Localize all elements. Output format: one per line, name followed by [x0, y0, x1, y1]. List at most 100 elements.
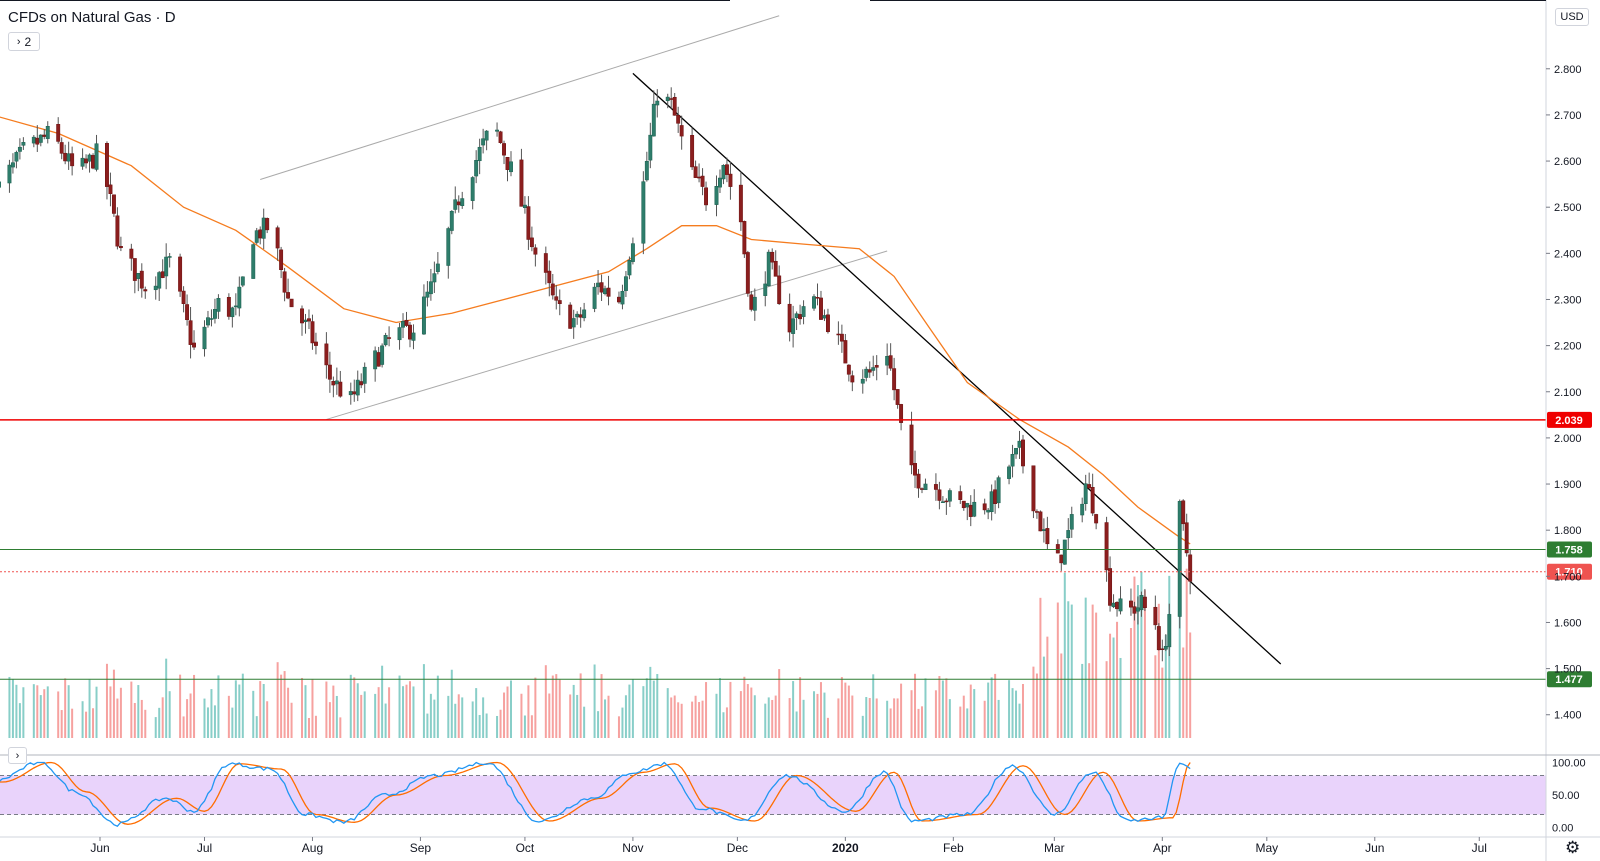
time-tick-label: Oct: [516, 841, 535, 855]
volume-bar: [290, 702, 293, 738]
volume-bar: [1018, 703, 1021, 738]
candle-body: [738, 184, 743, 223]
candle-body: [1118, 598, 1123, 612]
candle-body: [596, 282, 601, 288]
volume-bar: [140, 699, 143, 738]
candle-body: [1034, 511, 1039, 513]
candle-body: [251, 244, 256, 279]
volume-bar: [530, 715, 533, 738]
candle-body: [435, 263, 440, 272]
candle-body: [651, 103, 656, 137]
level-label-support-lower: 1.477: [1555, 674, 1583, 686]
volume-bar: [725, 707, 728, 738]
volume-bar: [1129, 628, 1132, 738]
volume-bar: [283, 671, 286, 738]
candle-body: [787, 303, 792, 333]
stoch-d-line: [0, 761, 1191, 825]
volume-bar: [621, 707, 624, 738]
volume-bar: [335, 695, 338, 738]
volume-bar: [1035, 673, 1038, 738]
candle-body: [1062, 539, 1067, 565]
legend-toggle-button[interactable]: › 2: [8, 32, 40, 51]
volume-bar: [307, 717, 310, 738]
volume-bar: [865, 697, 868, 738]
candle-body: [1135, 607, 1140, 612]
currency-badge[interactable]: USD: [1555, 8, 1589, 26]
volume-bar: [701, 700, 704, 738]
volume-bar: [262, 684, 265, 738]
candle-body: [1017, 440, 1022, 448]
time-tick-label: 2020: [832, 841, 859, 855]
volume-bar: [1182, 647, 1185, 738]
candle-body: [554, 296, 559, 301]
candle-body: [14, 152, 19, 162]
candle-body: [1163, 645, 1168, 650]
time-tick-label: Apr: [1153, 841, 1172, 855]
candle-body: [724, 164, 729, 175]
volume-bar: [837, 698, 840, 738]
volume-bar: [948, 699, 951, 738]
candle-body: [1167, 614, 1172, 648]
volume-bar: [485, 713, 488, 738]
volume-bar: [527, 685, 530, 738]
candle-body: [721, 165, 726, 180]
candle-body: [1083, 483, 1088, 504]
stoch-k-line: [0, 761, 1191, 827]
candle-body: [770, 251, 775, 263]
volume-bar: [597, 711, 600, 738]
volume-bar: [227, 695, 230, 738]
volume-bar: [1157, 603, 1160, 738]
candles: [0, 87, 1193, 662]
volume-bar: [92, 708, 95, 738]
candle-body: [404, 319, 409, 326]
volume-bar: [694, 695, 697, 738]
candle-body: [153, 285, 158, 291]
candle-body: [505, 157, 510, 170]
osc-tick-label: 0.00: [1552, 823, 1573, 835]
price-tick-label: 2.600: [1554, 156, 1582, 168]
gear-icon[interactable]: ⚙: [1565, 838, 1581, 857]
volume-bar: [823, 692, 826, 738]
level-label-bg: [1547, 541, 1592, 558]
candle-body: [352, 391, 357, 395]
volume-bar: [1056, 602, 1059, 738]
candle-body: [428, 281, 433, 295]
time-tick-label: Sep: [410, 841, 432, 855]
volume-bar: [374, 693, 377, 738]
volume-bar: [746, 684, 749, 738]
volume-bar: [534, 677, 537, 738]
candle-body: [623, 276, 628, 291]
price-tick-label: 2.800: [1554, 64, 1582, 76]
volume-bar: [398, 675, 401, 738]
candle-body: [648, 134, 653, 161]
volume-bar: [851, 695, 854, 738]
price-tick-label: 1.700: [1554, 571, 1582, 583]
volume-bar: [422, 664, 425, 738]
candle-body: [599, 282, 604, 293]
candle-body: [812, 296, 816, 309]
volume-bar: [1088, 663, 1091, 738]
candle-body: [909, 424, 914, 466]
candle-body: [1045, 528, 1050, 545]
candle-body: [348, 391, 353, 396]
level-label-bg: [1547, 411, 1592, 428]
volume-bar: [569, 694, 572, 738]
candle-body: [1153, 606, 1158, 626]
volume-bar: [718, 678, 721, 738]
oscillator-toggle-button[interactable]: ›: [8, 747, 27, 764]
candle-body: [933, 484, 938, 490]
volume-bar: [109, 686, 112, 738]
volume-bar: [983, 700, 986, 738]
candle-body: [56, 124, 61, 142]
chart-title: CFDs on Natural Gas · D: [8, 9, 176, 26]
candle-body: [10, 162, 15, 168]
volume-bar: [353, 677, 356, 738]
candle-body: [679, 125, 684, 137]
candle-body: [697, 176, 702, 179]
candle-body: [509, 161, 513, 173]
candle-body: [38, 134, 43, 143]
candle-body: [21, 142, 26, 146]
candle-body: [408, 324, 412, 340]
candle-body: [728, 173, 733, 187]
